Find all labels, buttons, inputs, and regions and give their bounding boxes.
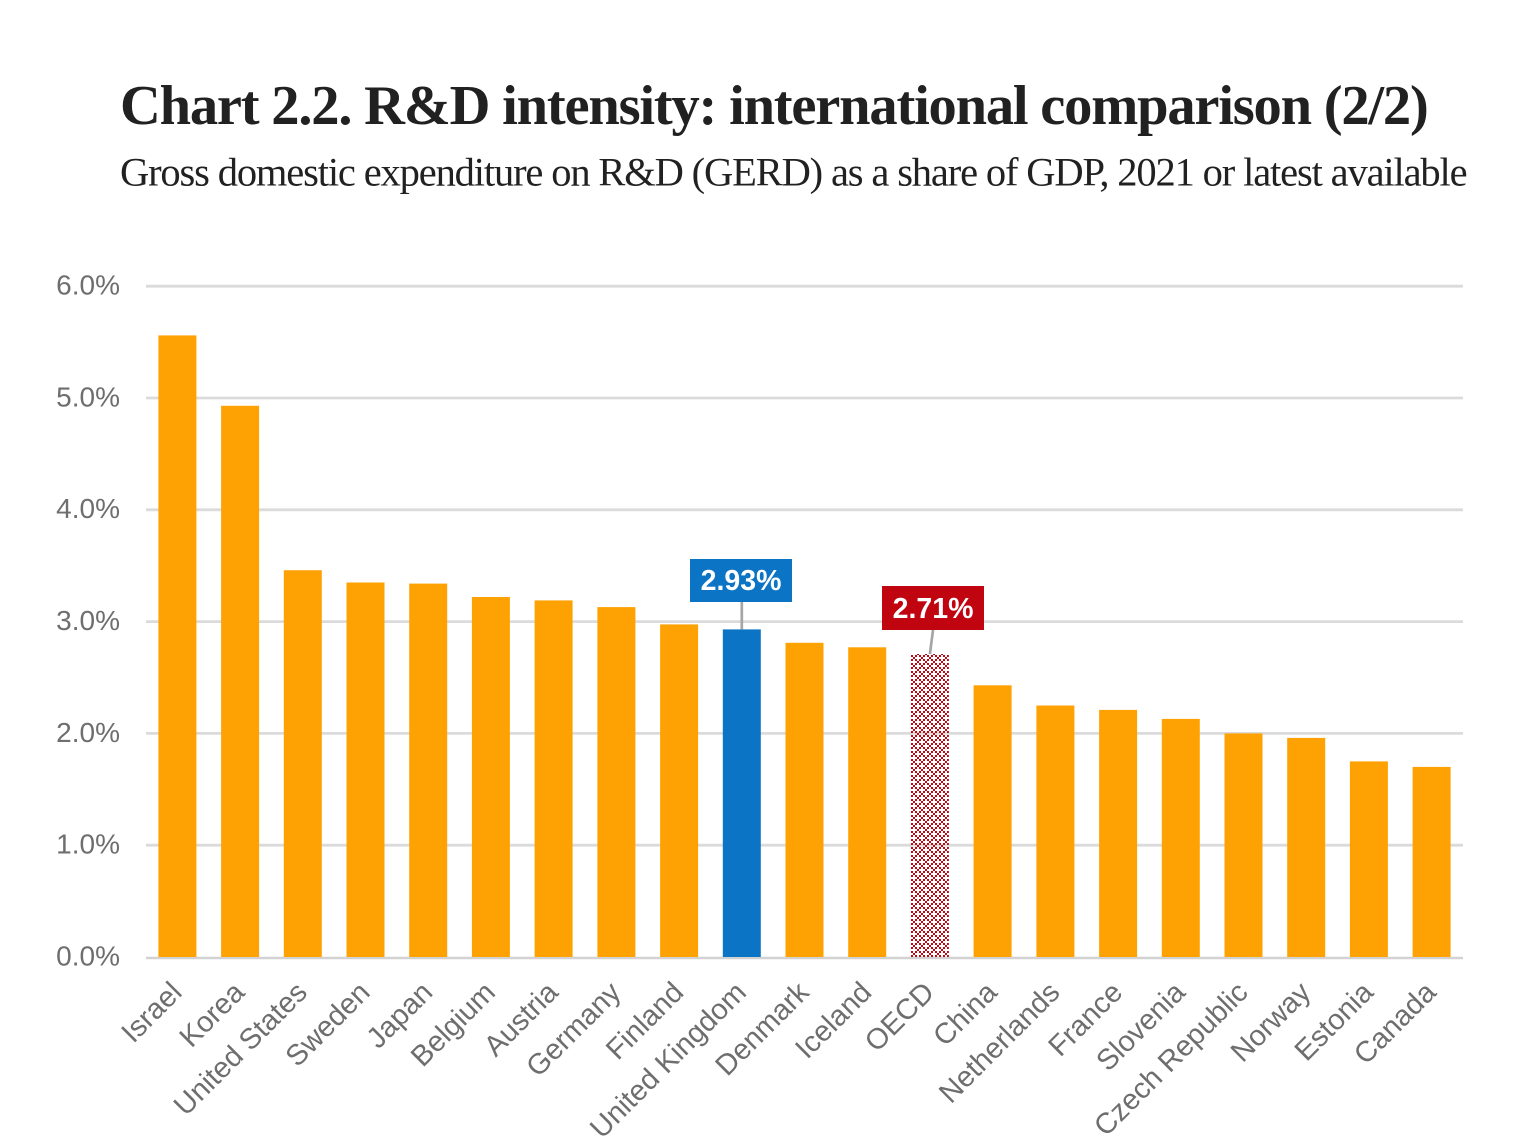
svg-text:2.93%: 2.93% xyxy=(701,565,782,597)
svg-text:4.0%: 4.0% xyxy=(56,493,120,524)
svg-text:5.0%: 5.0% xyxy=(56,381,120,412)
svg-text:6.0%: 6.0% xyxy=(56,270,120,301)
svg-text:Chart 2.2. R&D intensity: inte: Chart 2.2. R&D intensity: international … xyxy=(120,75,1428,137)
svg-text:0.0%: 0.0% xyxy=(56,940,120,971)
svg-text:3.0%: 3.0% xyxy=(56,605,120,636)
svg-text:Gross domestic expenditure on: Gross domestic expenditure on R&D (GERD)… xyxy=(120,150,1467,195)
svg-text:1.0%: 1.0% xyxy=(56,829,120,860)
svg-text:2.0%: 2.0% xyxy=(56,717,120,748)
svg-text:2.71%: 2.71% xyxy=(893,593,974,625)
